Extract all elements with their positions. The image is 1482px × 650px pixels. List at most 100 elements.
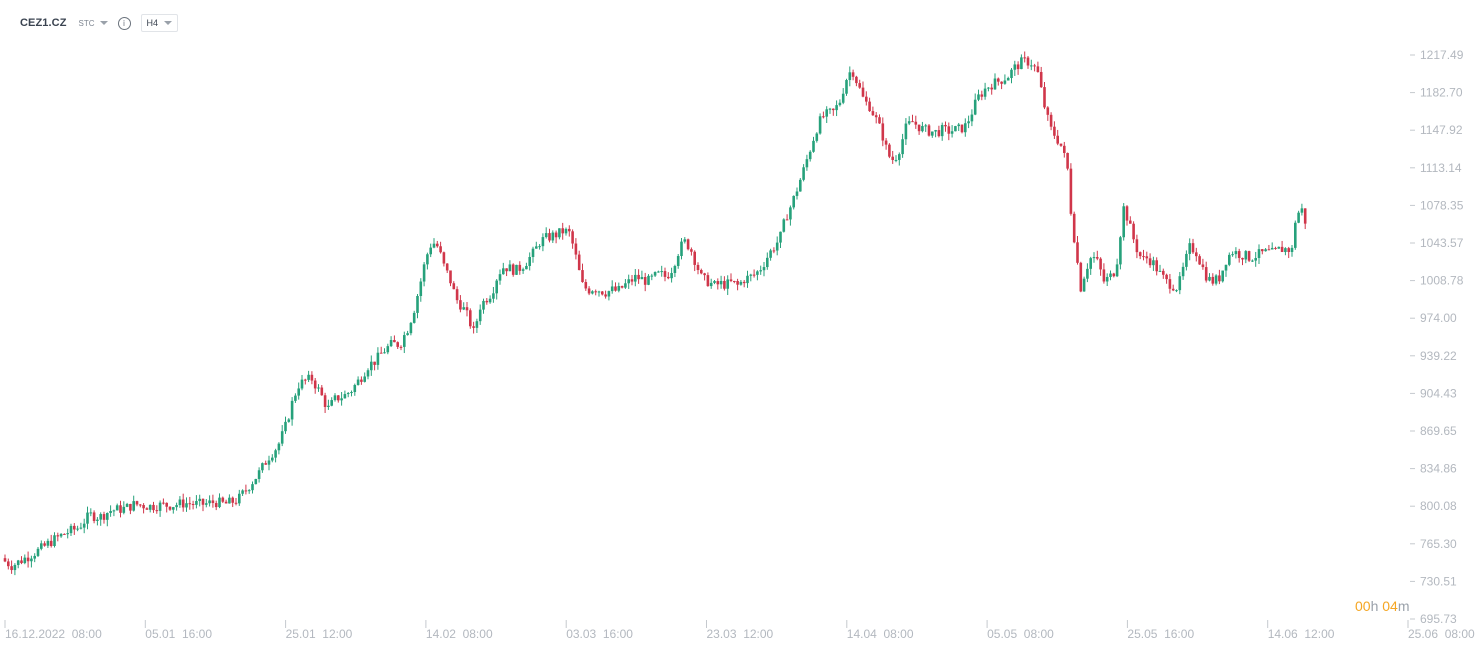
- candle-down: [865, 96, 868, 102]
- candle-up: [46, 540, 50, 546]
- candle-down: [1165, 274, 1168, 280]
- candle-up: [901, 139, 904, 155]
- candle-down: [393, 340, 396, 343]
- candle-down: [577, 254, 581, 271]
- candle-up: [1231, 254, 1234, 256]
- candle-up: [33, 555, 36, 559]
- candle-down: [455, 289, 459, 301]
- candle-down: [396, 342, 399, 347]
- timeframe-select[interactable]: H4: [140, 14, 179, 32]
- candle-up: [983, 88, 987, 97]
- candle-down: [323, 395, 327, 407]
- candle-up: [251, 484, 254, 491]
- candle-down: [511, 264, 515, 275]
- candle-down: [1261, 249, 1264, 252]
- candle-down: [168, 506, 172, 510]
- candle-up: [238, 493, 241, 504]
- x-tick-label: 16.12.2022 08:00: [5, 627, 102, 641]
- candle-down: [1066, 152, 1069, 169]
- candle-up: [198, 498, 201, 502]
- candle-down: [888, 144, 891, 157]
- candle-up: [845, 80, 848, 94]
- candle-down: [1049, 114, 1053, 127]
- candle-up: [343, 394, 347, 399]
- candle-down: [1135, 239, 1139, 253]
- candle-down: [1247, 251, 1251, 261]
- candle-down: [851, 72, 855, 77]
- candle-up: [1188, 243, 1191, 254]
- candle-up: [531, 248, 535, 257]
- candle-up: [650, 275, 654, 277]
- candle-up: [670, 273, 673, 279]
- candle-up: [1109, 273, 1112, 277]
- candle-down: [1303, 208, 1307, 224]
- candle-down: [1162, 270, 1165, 275]
- candle-up: [1224, 264, 1228, 271]
- candle-down: [1125, 206, 1129, 221]
- candle-up: [383, 352, 386, 354]
- candle-up: [934, 130, 937, 132]
- candle-down: [997, 78, 1000, 82]
- chevron-down-icon: [164, 21, 173, 25]
- candle-up: [657, 271, 660, 273]
- candle-up: [647, 275, 650, 285]
- candle-up: [673, 266, 677, 274]
- candle-up: [617, 286, 621, 291]
- candle-up: [1277, 246, 1281, 249]
- y-tick-label: 1217.49: [1420, 48, 1464, 62]
- candle-down: [1000, 81, 1003, 84]
- candle-down: [452, 283, 456, 290]
- countdown-h-unit: h: [1370, 598, 1379, 614]
- candle-up: [271, 457, 274, 461]
- candle-down: [155, 510, 159, 512]
- candle-up: [1297, 212, 1300, 223]
- candle-down: [601, 291, 604, 295]
- candle-countdown: 00h 04m: [1355, 598, 1410, 614]
- candle-up: [1092, 257, 1096, 259]
- candle-down: [861, 87, 865, 97]
- candle-up: [333, 395, 337, 401]
- candle-up: [132, 501, 135, 511]
- candle-up: [957, 124, 960, 127]
- candle-up: [66, 533, 69, 535]
- candle-up: [488, 298, 492, 303]
- candle-up: [802, 167, 805, 180]
- candle-down: [686, 239, 690, 250]
- candle-up: [106, 513, 109, 520]
- candle-down: [373, 361, 376, 365]
- candle-up: [406, 333, 409, 336]
- candle-up: [363, 376, 366, 382]
- candle-down: [914, 121, 918, 125]
- candle-down: [1168, 279, 1172, 289]
- candle-down: [73, 525, 76, 530]
- candle-up: [921, 126, 924, 132]
- candle-down: [472, 326, 475, 328]
- symbol-label[interactable]: CEZ1.CZ: [20, 17, 67, 29]
- candle-up: [353, 385, 357, 393]
- candle-down: [568, 228, 571, 232]
- candle-down: [855, 76, 858, 84]
- x-tick-label: 23.03 12:00: [707, 627, 774, 641]
- candle-down: [667, 276, 670, 279]
- price-mode-select[interactable]: STC: [79, 19, 108, 28]
- candle-down: [139, 504, 142, 506]
- candle-down: [244, 490, 248, 492]
- candle-down: [1033, 65, 1036, 67]
- candle-up: [185, 503, 188, 508]
- candle-up: [53, 535, 56, 546]
- candle-up: [158, 502, 162, 511]
- candle-up: [1290, 247, 1294, 252]
- candle-down: [822, 116, 825, 118]
- candle-down: [868, 101, 871, 112]
- candle-up: [970, 114, 974, 122]
- candle-up: [482, 300, 485, 310]
- info-icon[interactable]: i: [117, 16, 131, 30]
- y-tick-label: 800.08: [1420, 499, 1457, 513]
- candle-up: [346, 393, 350, 395]
- candle-up: [241, 490, 244, 494]
- candle-down: [231, 497, 234, 503]
- countdown-minutes: 04: [1382, 598, 1398, 614]
- candle-up: [498, 274, 502, 281]
- candle-up: [422, 264, 426, 282]
